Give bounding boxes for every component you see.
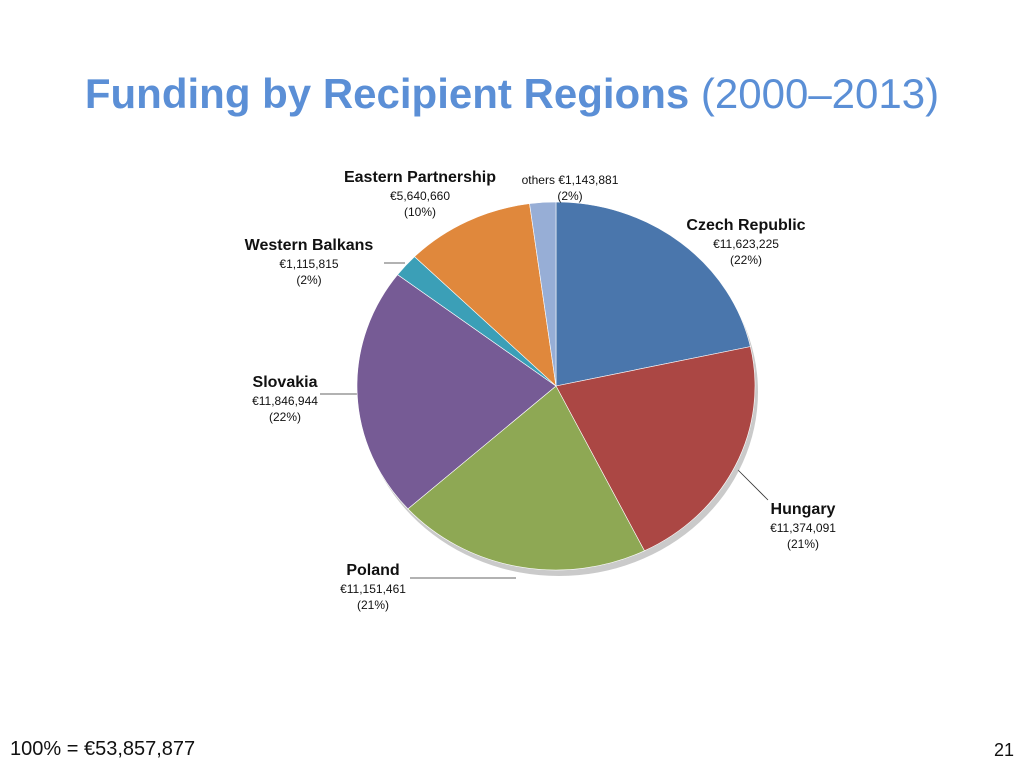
- pie-slice-hungary: [555, 346, 756, 552]
- data-label-eastern-partnership: Eastern Partnership €5,640,660 (10%): [328, 168, 512, 220]
- label-name: Poland: [346, 562, 400, 579]
- label-percent: (21%): [356, 598, 389, 612]
- label-name: Czech Republic: [686, 217, 806, 234]
- label-amount: €1,143,881: [558, 173, 619, 187]
- slide-title: Funding by Recipient Regions (2000–2013): [0, 66, 1024, 122]
- label-amount: €11,374,091: [770, 521, 836, 535]
- data-label-poland: Poland €11,151,461 (21%): [333, 561, 413, 613]
- data-label-slovakia: Slovakia €11,846,944 (22%): [244, 373, 326, 425]
- label-amount: €5,640,660: [389, 189, 451, 203]
- label-name: Eastern Partnership: [343, 169, 497, 186]
- label-name: others: [521, 173, 555, 187]
- data-label-western-balkans: Western Balkans €1,115,815 (2%): [234, 236, 384, 288]
- data-label-czech-republic: Czech Republic €11,623,225 (22%): [676, 216, 816, 268]
- leader-line-hungary: [737, 469, 769, 501]
- label-amount: €11,846,944: [252, 394, 318, 408]
- slide-title-years: (2000–2013): [700, 70, 940, 117]
- label-percent: (22%): [729, 253, 762, 267]
- label-name: Western Balkans: [244, 237, 374, 254]
- label-percent: (2%): [296, 273, 322, 287]
- label-percent: (22%): [268, 410, 301, 424]
- pie-slice-slovakia: [356, 274, 557, 510]
- pie-slice-others: [529, 201, 557, 387]
- leader-lines: [320, 262, 769, 579]
- pie-slice-eastern-partnership: [414, 203, 557, 387]
- label-name: Hungary: [770, 501, 836, 518]
- pie-slice-czech-republic: [555, 201, 751, 387]
- pie-slices: [356, 201, 756, 571]
- label-amount: €11,623,225: [713, 237, 779, 251]
- label-amount: €1,115,815: [279, 257, 339, 271]
- pie-slice-poland: [407, 385, 645, 571]
- page-number: 21: [993, 740, 1014, 760]
- label-name: Slovakia: [252, 374, 318, 391]
- data-label-others: others €1,143,881 (2%): [510, 172, 630, 204]
- label-percent: (10%): [403, 205, 436, 219]
- total-amount: 100% = €53,857,877: [10, 738, 196, 760]
- label-percent: (2%): [557, 189, 583, 203]
- data-label-hungary: Hungary €11,374,091 (21%): [762, 500, 844, 552]
- label-percent: (21%): [786, 537, 819, 551]
- label-amount: €11,151,461: [340, 582, 406, 596]
- slide-title-main: Funding by Recipient Regions: [84, 70, 690, 117]
